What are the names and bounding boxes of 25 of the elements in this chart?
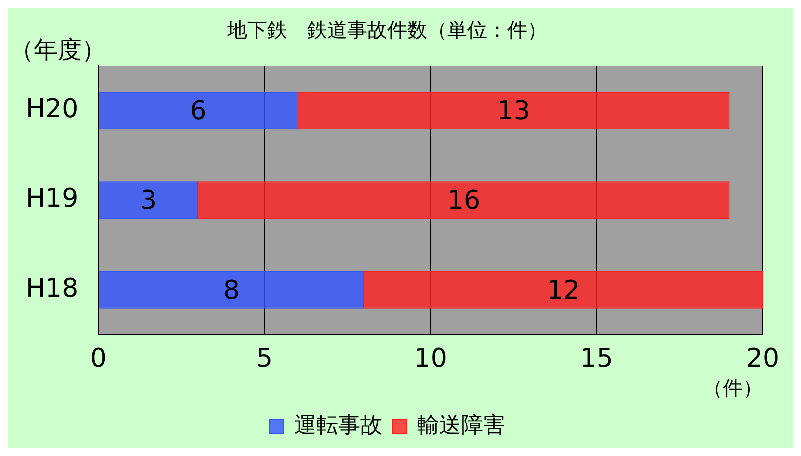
x-tick-label: 5 xyxy=(256,344,273,374)
bar xyxy=(298,92,730,130)
x-tick-label: 10 xyxy=(414,344,448,374)
data-label: 12 xyxy=(547,276,580,306)
data-label: 13 xyxy=(497,96,530,127)
y-tick-label: H18 xyxy=(26,274,79,304)
data-label: 16 xyxy=(447,186,481,216)
x-axis-title: （件） xyxy=(703,376,763,400)
bar xyxy=(99,182,198,220)
bar xyxy=(99,271,364,309)
x-tick-label: 0 xyxy=(90,344,107,374)
data-label: 8 xyxy=(223,276,240,306)
legend-label: 運転事故 xyxy=(294,414,382,439)
legend-label: 輸送障害 xyxy=(418,414,506,439)
y-tick-label: H19 xyxy=(26,184,79,214)
x-tick-label: 15 xyxy=(580,344,614,374)
chart-title: 地下鉄 鉄道事故件数（単位：件） xyxy=(226,18,548,42)
data-label: 3 xyxy=(140,186,157,216)
y-tick-label: H20 xyxy=(26,94,79,125)
y-axis-title: （年度） xyxy=(10,36,106,64)
data-label: 6 xyxy=(190,96,207,127)
bar xyxy=(198,182,730,220)
x-tick-label: 20 xyxy=(746,344,780,374)
bar xyxy=(364,271,763,309)
bar xyxy=(99,92,298,130)
